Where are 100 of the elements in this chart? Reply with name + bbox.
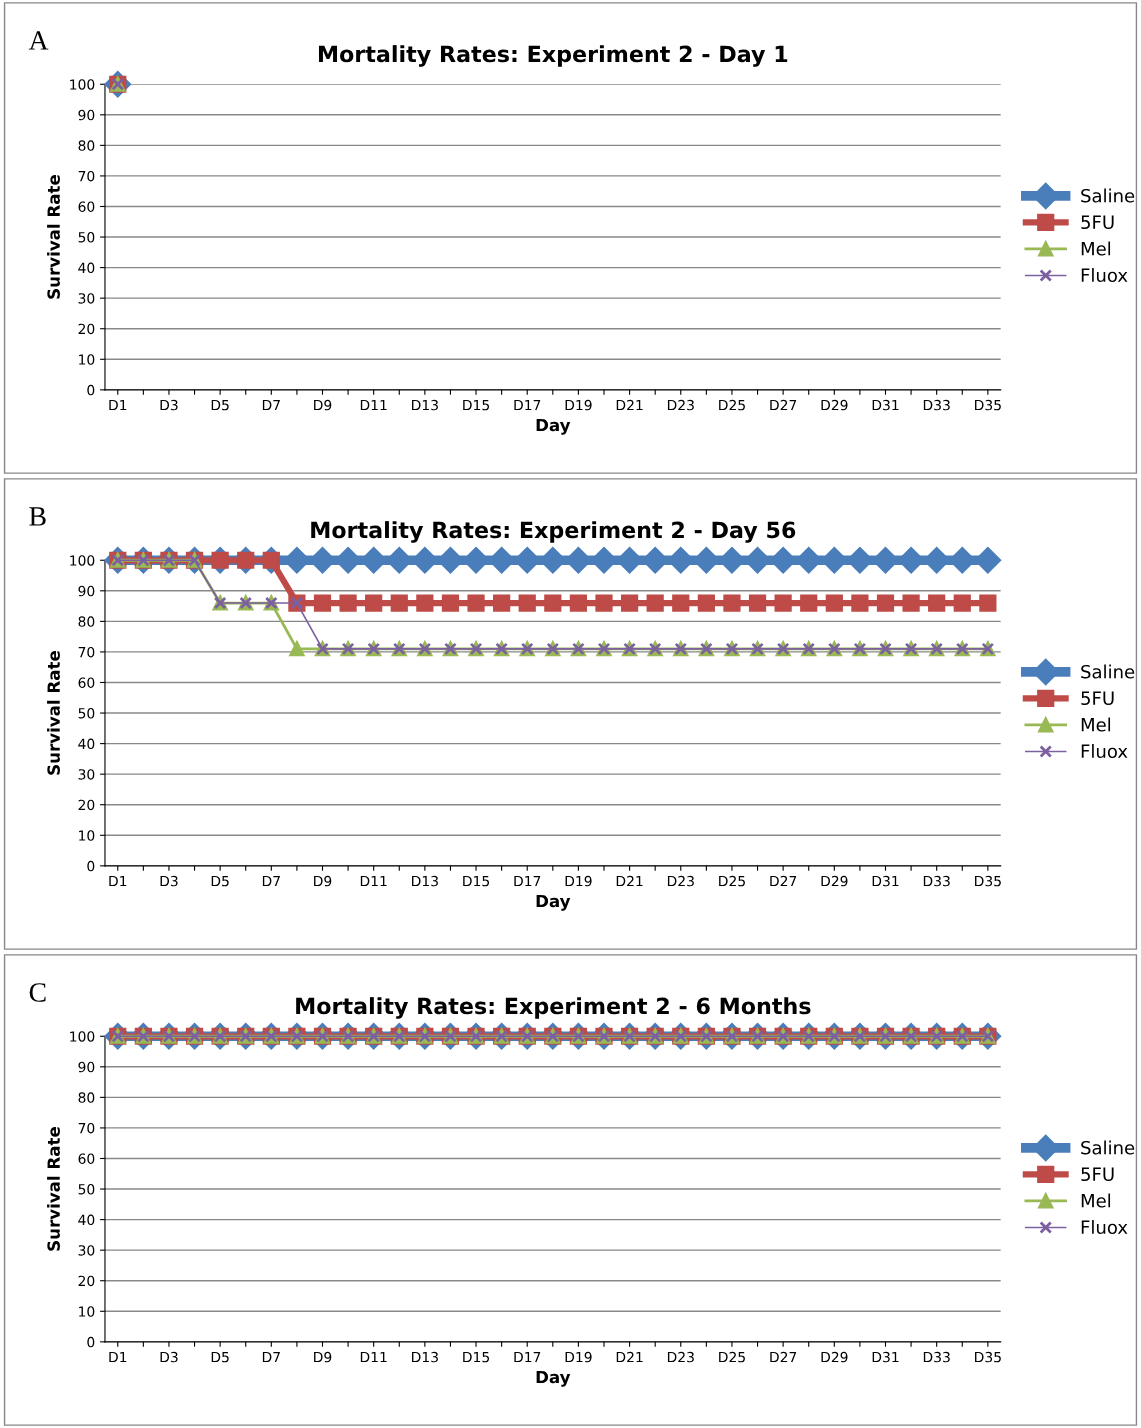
x-tick-label: D19 <box>565 399 592 411</box>
x-tick-label: D17 <box>514 399 541 411</box>
x-tick-label: D19 <box>565 1351 592 1363</box>
x-tick-label: D1 <box>109 875 127 887</box>
y-axis-title: Survival Rate <box>47 651 60 775</box>
y-tick-label: 20 <box>78 323 95 335</box>
y-tick-label: 70 <box>78 646 95 658</box>
x-tick-label: D27 <box>770 399 797 411</box>
x-tick-label: D13 <box>412 1351 438 1363</box>
y-tick-label: 70 <box>78 170 95 182</box>
legend-label: Mel <box>1081 241 1111 256</box>
x-tick-label: D11 <box>360 1351 387 1363</box>
text: C <box>29 983 46 1002</box>
y-axis-title: Survival Rate <box>47 1127 60 1251</box>
x-tick-label: D23 <box>667 1351 694 1363</box>
x-tick-label: D9 <box>314 875 332 887</box>
x-tick-label: D21 <box>616 875 643 887</box>
x-tick-label: D17 <box>514 1351 541 1363</box>
legend-label: Mel <box>1081 1193 1111 1208</box>
x-tick-label: D1 <box>109 399 127 411</box>
x-tick-label: D33 <box>923 875 950 887</box>
x-tick-label: D35 <box>975 875 1001 887</box>
legend-label: Saline <box>1081 188 1135 203</box>
y-tick-label: 90 <box>78 1061 95 1073</box>
x-tick-label: D33 <box>923 1351 950 1363</box>
legend-label: 5FU <box>1081 691 1114 706</box>
x-tick-label: D21 <box>616 399 643 411</box>
x-tick-label: D15 <box>463 399 490 411</box>
x-tick-label: D3 <box>160 1351 178 1363</box>
x-tick-label: D23 <box>667 875 694 887</box>
x-tick-label: D27 <box>770 875 797 887</box>
legend-label: 5FU <box>1081 1167 1114 1182</box>
x-tick-label: D5 <box>211 399 229 411</box>
x-tick-label: D7 <box>262 875 280 887</box>
x-tick-label: D1 <box>109 1351 127 1363</box>
x-tick-label: D7 <box>262 399 280 411</box>
x-tick-label: D25 <box>719 399 745 411</box>
x-tick-label: D21 <box>616 1351 643 1363</box>
x-tick-label: D15 <box>463 1351 490 1363</box>
y-tick-label: 80 <box>78 1092 95 1103</box>
x-tick-label: D31 <box>872 399 899 411</box>
x-tick-label: D7 <box>262 1351 280 1363</box>
y-tick-label: 100 <box>70 79 95 90</box>
y-tick-label: 20 <box>78 1275 95 1287</box>
x-axis-title: Day <box>536 1370 571 1387</box>
y-tick-label: 100 <box>70 555 95 566</box>
y-tick-label: 60 <box>78 201 95 212</box>
x-tick-label: D35 <box>975 399 1001 411</box>
y-tick-label: 80 <box>78 140 95 151</box>
y-tick-label: 10 <box>79 1306 95 1317</box>
y-tick-label: 90 <box>78 109 95 121</box>
y-tick-label: 40 <box>78 262 95 274</box>
y-tick-label: 50 <box>78 708 95 719</box>
x-tick-label: D5 <box>211 1351 229 1363</box>
chart-title: Mortality Rates: Experiment 2 - Day 56 <box>311 521 796 543</box>
x-tick-label: D9 <box>314 399 332 411</box>
x-axis-title: Day <box>536 418 571 435</box>
legend-label: Fluox <box>1081 1220 1128 1235</box>
y-tick-label: 30 <box>78 1245 95 1256</box>
y-tick-label: 10 <box>79 354 95 365</box>
chart-title: Mortality Rates: Experiment 2 - Day 1 <box>318 45 788 67</box>
x-tick-label: D9 <box>314 1351 332 1363</box>
legend-label: Saline <box>1081 1140 1135 1155</box>
x-tick-label: D29 <box>821 1351 848 1363</box>
text: A <box>28 31 49 50</box>
x-tick-label: D35 <box>975 1351 1001 1363</box>
x-tick-label: D23 <box>667 399 694 411</box>
x-tick-label: D13 <box>412 875 438 887</box>
legend-label: 5FU <box>1081 215 1114 230</box>
x-tick-label: D29 <box>821 399 848 411</box>
x-tick-label: D19 <box>565 875 592 887</box>
legend-label: Mel <box>1081 717 1111 732</box>
legend-label: Fluox <box>1081 268 1128 283</box>
y-tick-label: 40 <box>78 1214 95 1226</box>
y-tick-label: 0 <box>87 384 95 396</box>
y-tick-label: 0 <box>87 860 95 872</box>
y-tick-label: 50 <box>78 232 95 243</box>
y-tick-label: 60 <box>78 1153 95 1164</box>
x-tick-label: D11 <box>360 875 387 887</box>
x-tick-label: D27 <box>770 1351 797 1363</box>
text: B <box>29 507 46 526</box>
y-tick-label: 80 <box>78 616 95 627</box>
y-tick-label: 40 <box>78 738 95 750</box>
x-tick-label: D3 <box>160 399 178 411</box>
x-tick-label: D33 <box>923 399 950 411</box>
y-tick-label: 50 <box>78 1184 95 1195</box>
y-tick-label: 70 <box>78 1122 95 1134</box>
x-tick-label: D13 <box>412 399 438 411</box>
legend-label: Saline <box>1081 664 1135 679</box>
x-tick-label: D31 <box>872 1351 899 1363</box>
x-tick-label: D17 <box>514 875 541 887</box>
y-axis-title: Survival Rate <box>47 175 60 299</box>
y-tick-label: 30 <box>78 293 95 304</box>
y-tick-label: 90 <box>78 585 95 597</box>
x-tick-label: D11 <box>360 399 387 411</box>
y-tick-label: 60 <box>78 677 95 688</box>
x-tick-label: D31 <box>872 875 899 887</box>
y-tick-label: 10 <box>79 830 95 841</box>
legend-label: Fluox <box>1081 744 1128 759</box>
x-tick-label: D15 <box>463 875 490 887</box>
